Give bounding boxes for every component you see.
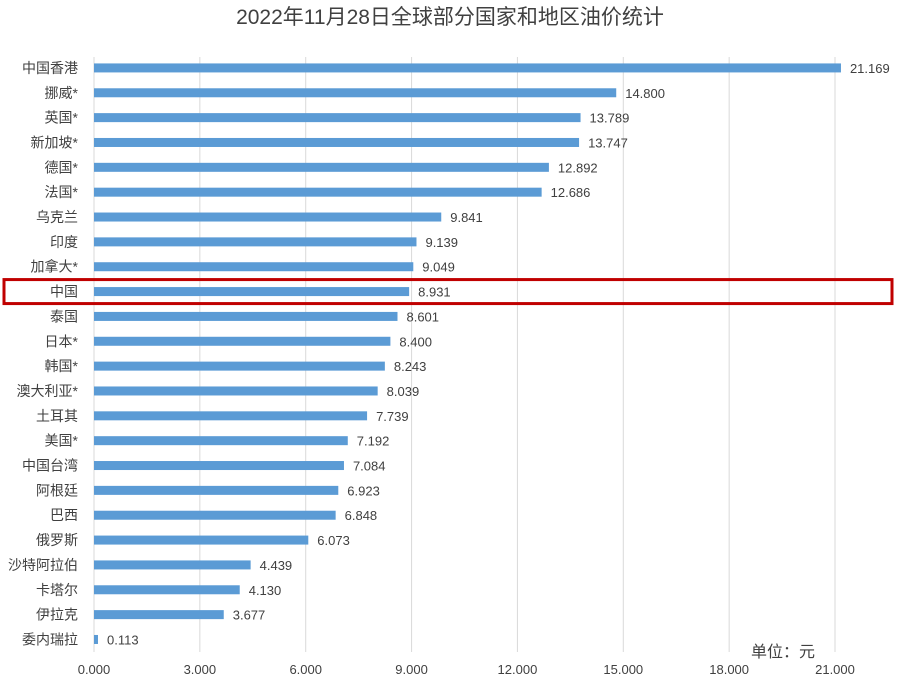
value-label: 14.800 [625, 86, 665, 101]
category-label: 泰国 [50, 308, 78, 324]
bar [94, 411, 368, 421]
category-label: 挪威* [45, 85, 79, 101]
value-label: 9.049 [422, 260, 455, 275]
value-label: 13.789 [590, 111, 630, 126]
value-label: 21.169 [850, 61, 890, 76]
value-label: 12.892 [558, 160, 598, 175]
value-label: 8.601 [406, 309, 439, 324]
bar [94, 610, 224, 620]
value-label: 9.139 [425, 235, 458, 250]
category-label: 韩国* [45, 358, 79, 374]
bar [94, 634, 98, 644]
category-label: 中国 [50, 284, 78, 300]
category-label: 俄罗斯 [36, 532, 78, 548]
bar [94, 436, 348, 446]
unit-label: 单位：元 [751, 643, 815, 661]
x-tick-label: 3.000 [184, 662, 217, 677]
category-label: 卡塔尔 [36, 582, 78, 598]
value-label: 7.739 [376, 409, 409, 424]
category-label: 沙特阿拉伯 [8, 557, 78, 573]
x-tick-label: 12.000 [498, 662, 538, 677]
x-tick-label: 6.000 [289, 662, 322, 677]
value-label: 12.686 [551, 185, 591, 200]
chart-title: 2022年11月28日全球部分国家和地区油价统计 [236, 6, 664, 29]
highlight-box [2, 278, 894, 306]
category-label: 中国香港 [22, 60, 78, 76]
x-tick-label: 0.000 [78, 662, 111, 677]
category-label: 阿根廷 [36, 482, 78, 498]
category-label: 德国* [45, 159, 79, 175]
value-label: 6.923 [347, 483, 380, 498]
gridlines [93, 57, 836, 652]
category-label: 新加坡* [31, 134, 79, 150]
bar [94, 113, 581, 123]
bar [94, 137, 580, 147]
category-label: 土耳其 [36, 408, 78, 424]
bars [94, 63, 841, 644]
bar [94, 461, 344, 471]
value-label: 8.243 [394, 359, 427, 374]
x-tick-label: 9.000 [395, 662, 428, 677]
category-label: 伊拉克 [36, 607, 78, 623]
x-tick-label: 21.000 [815, 662, 855, 677]
value-label: 7.192 [357, 434, 390, 449]
category-label: 委内瑞拉 [22, 631, 78, 647]
bar [94, 585, 240, 595]
bar [94, 485, 339, 495]
category-label: 澳大利亚* [17, 383, 79, 399]
value-label: 13.747 [588, 135, 628, 150]
value-label: 0.113 [107, 632, 139, 647]
bar [94, 212, 442, 222]
value-label: 9.841 [450, 210, 483, 225]
bar [94, 510, 336, 520]
bar [94, 287, 410, 297]
bar [94, 311, 398, 321]
value-label: 4.439 [260, 558, 293, 573]
category-label: 中国台湾 [22, 458, 78, 474]
value-label: 8.400 [399, 334, 432, 349]
category-label: 印度 [50, 234, 78, 250]
value-label: 6.073 [317, 533, 350, 548]
bar [94, 162, 549, 172]
bar [94, 535, 309, 545]
value-label: 6.848 [345, 508, 378, 523]
bar [94, 237, 417, 247]
category-label: 法国* [45, 184, 79, 200]
bar [94, 361, 385, 371]
value-label: 4.130 [249, 583, 282, 598]
bar [94, 262, 414, 272]
bar [94, 560, 251, 570]
value-labels: 21.169 14.800 13.789 13.747 12.892 12.686 9.84… [107, 61, 890, 648]
x-tick-label: 15.000 [603, 662, 643, 677]
value-label: 8.039 [387, 384, 420, 399]
bar [94, 88, 617, 98]
category-label: 巴西 [50, 507, 78, 523]
x-tick-label: 18.000 [709, 662, 749, 677]
category-label: 加拿大* [31, 259, 79, 275]
category-label: 英国* [45, 110, 79, 126]
value-label: 8.931 [418, 285, 451, 300]
value-label: 3.677 [233, 608, 266, 623]
category-label: 日本* [45, 333, 79, 349]
bar [94, 187, 542, 197]
bar [94, 386, 378, 396]
bar [94, 63, 841, 73]
category-label: 美国* [45, 433, 79, 449]
value-label: 7.084 [353, 459, 386, 474]
bar [94, 336, 391, 346]
category-label: 乌克兰 [36, 209, 78, 225]
x-axis-ticks: 0.000 3.000 6.000 9.000 12.000 15.000 18.000 21… [78, 662, 855, 677]
